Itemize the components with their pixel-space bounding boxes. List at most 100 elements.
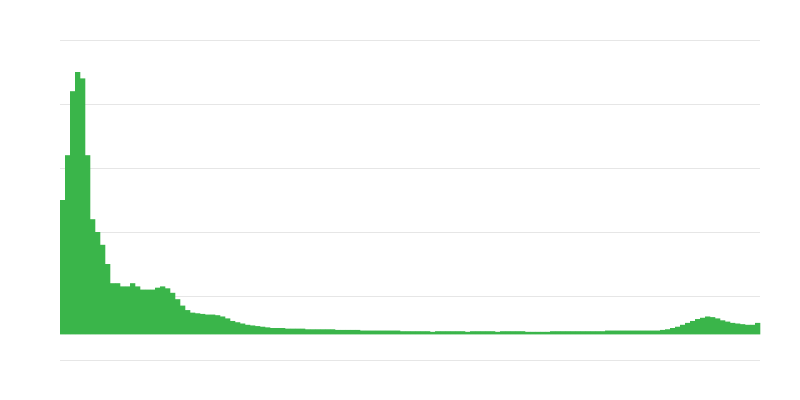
- bar: [300, 328, 306, 335]
- bar: [330, 329, 336, 335]
- bar: [160, 286, 166, 335]
- bar: [380, 330, 386, 335]
- bar: [240, 323, 246, 335]
- bar: [265, 327, 271, 335]
- bar: [90, 219, 96, 335]
- bar: [535, 331, 541, 335]
- bar: [595, 331, 601, 335]
- bar: [485, 331, 491, 335]
- bar: [195, 313, 201, 335]
- bar: [400, 331, 406, 335]
- bar: [390, 330, 396, 335]
- bar: [450, 331, 456, 335]
- bar: [495, 331, 501, 335]
- bar: [155, 287, 161, 335]
- bar: [530, 331, 536, 335]
- bar: [85, 155, 91, 335]
- bar: [260, 326, 266, 335]
- bar: [205, 314, 211, 335]
- bar: [270, 328, 276, 335]
- bar: [620, 330, 626, 335]
- bar: [645, 330, 651, 335]
- bar: [320, 329, 326, 335]
- bar: [115, 283, 121, 335]
- bar: [740, 324, 746, 335]
- bar: [425, 331, 431, 335]
- bar: [515, 331, 521, 335]
- bar: [350, 329, 356, 335]
- bar: [715, 318, 721, 335]
- bar: [230, 320, 236, 335]
- bar: [315, 329, 321, 335]
- bar: [500, 331, 506, 335]
- bar: [355, 329, 361, 335]
- bar: [465, 331, 471, 335]
- bar: [695, 319, 701, 335]
- bar: [675, 326, 681, 335]
- bar: [460, 331, 466, 335]
- bar: [360, 330, 366, 335]
- bar: [430, 331, 436, 335]
- bar: [65, 155, 71, 335]
- bar: [545, 331, 551, 335]
- bar: [610, 330, 616, 335]
- bar: [455, 331, 461, 335]
- bar: [635, 330, 641, 335]
- bar: [680, 324, 686, 335]
- bar: [255, 326, 261, 335]
- bar: [275, 328, 281, 335]
- bar: [120, 286, 126, 335]
- bar: [370, 330, 376, 335]
- bar: [735, 323, 741, 335]
- bar: [755, 322, 761, 335]
- bar: [180, 305, 186, 335]
- bar: [200, 313, 206, 335]
- bar: [655, 330, 661, 335]
- bar: [135, 286, 141, 335]
- bar: [395, 330, 401, 335]
- bar: [95, 232, 101, 335]
- bar: [520, 331, 526, 335]
- bar: [650, 330, 656, 335]
- bar: [405, 331, 411, 335]
- bar: [325, 329, 331, 335]
- bar: [690, 320, 696, 335]
- bar: [70, 91, 76, 335]
- bar: [640, 330, 646, 335]
- bar: [525, 331, 531, 335]
- bar: [750, 324, 756, 335]
- bar: [335, 329, 341, 335]
- bar: [670, 328, 676, 335]
- bar: [190, 312, 196, 335]
- bar: [705, 316, 711, 335]
- bar: [250, 325, 256, 335]
- bar: [385, 330, 391, 335]
- bar: [560, 331, 566, 335]
- bar: [420, 331, 426, 335]
- bar: [710, 317, 716, 335]
- bar: [580, 331, 586, 335]
- bar: [625, 330, 631, 335]
- bar: [185, 310, 191, 335]
- bar: [110, 283, 116, 335]
- bar: [75, 72, 81, 335]
- bar: [150, 289, 156, 335]
- bar: [100, 244, 106, 335]
- bar: [480, 331, 486, 335]
- bar: [285, 328, 291, 335]
- bar: [730, 322, 736, 335]
- bar: [310, 329, 316, 335]
- bar: [245, 324, 251, 335]
- bar: [630, 330, 636, 335]
- bar: [225, 318, 231, 335]
- bar: [585, 331, 591, 335]
- bar: [140, 289, 146, 335]
- bar: [470, 331, 476, 335]
- bar: [365, 330, 371, 335]
- bar: [685, 322, 691, 335]
- bar: [605, 330, 611, 335]
- bar: [440, 331, 446, 335]
- bar: [80, 78, 86, 335]
- bar: [575, 331, 581, 335]
